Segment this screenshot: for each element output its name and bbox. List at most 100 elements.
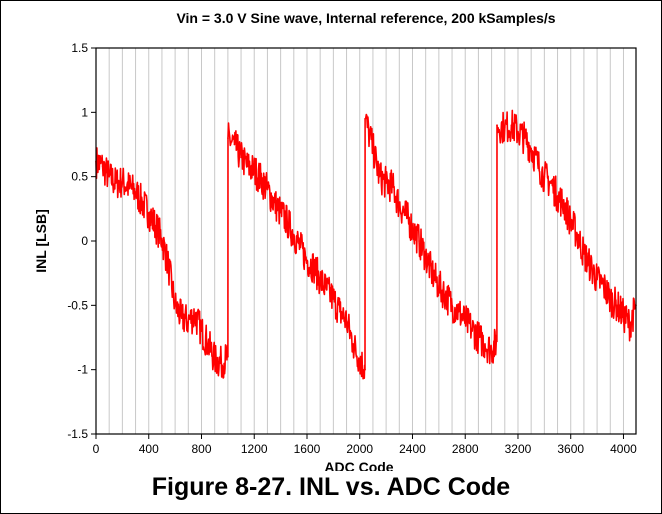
data-point xyxy=(398,204,401,206)
chart-title: Vin = 3.0 V Sine wave, Internal referenc… xyxy=(176,10,555,26)
grid-lines xyxy=(108,48,624,434)
data-point xyxy=(629,323,631,326)
data-point xyxy=(114,182,117,184)
x-tick-label: 0 xyxy=(93,442,100,456)
data-point xyxy=(378,175,381,178)
y-axis-label: INL [LSB] xyxy=(33,209,49,273)
data-point xyxy=(108,175,110,178)
data-point xyxy=(147,211,150,214)
x-tick-label: 400 xyxy=(139,442,159,456)
data-point xyxy=(134,191,137,193)
data-point xyxy=(154,224,157,227)
data-point xyxy=(484,343,486,345)
y-tick-label: 1 xyxy=(81,105,88,119)
data-point xyxy=(227,356,229,358)
y-tick-label: -1 xyxy=(77,363,88,377)
data-point xyxy=(405,214,407,217)
data-point xyxy=(299,246,302,249)
data-point xyxy=(194,314,196,317)
data-point xyxy=(391,186,394,188)
data-point xyxy=(220,362,223,365)
data-point xyxy=(563,204,565,206)
data-point xyxy=(616,304,618,307)
data-point xyxy=(266,188,269,191)
data-point xyxy=(583,253,585,255)
data-point xyxy=(273,201,275,204)
data-point xyxy=(364,117,366,120)
data-point xyxy=(187,319,190,322)
x-tick-label: 3200 xyxy=(505,442,532,456)
data-point xyxy=(510,124,513,126)
series-line xyxy=(95,109,637,380)
data-point xyxy=(339,310,341,313)
plot-area xyxy=(96,48,636,434)
data-point xyxy=(444,294,447,296)
y-tick-label: -1.5 xyxy=(67,427,88,441)
data-point xyxy=(451,304,453,307)
data-point xyxy=(121,181,124,183)
data-point xyxy=(128,186,130,188)
x-tick-label: 4000 xyxy=(610,442,637,456)
data-point xyxy=(503,126,506,129)
data-point xyxy=(246,165,249,168)
data-point xyxy=(385,182,387,184)
data-point xyxy=(464,319,467,322)
data-point xyxy=(332,298,335,300)
data-point xyxy=(438,285,440,287)
data-point xyxy=(517,130,519,133)
data-point xyxy=(180,317,183,320)
x-axis-ticks: 0 400 800 1200 1600 2000 2400 2800 3200 3600 4000 xyxy=(93,434,637,456)
inl-chart: Vin = 3.0 V Sine wave, Internal referenc… xyxy=(33,10,637,471)
x-tick-label: 3600 xyxy=(557,442,584,456)
data-point xyxy=(622,314,625,317)
data-point xyxy=(418,240,420,242)
data-point xyxy=(457,310,460,313)
y-tick-label: -0.5 xyxy=(67,298,88,312)
data-point xyxy=(141,201,143,204)
data-point xyxy=(319,278,321,281)
data-point xyxy=(364,368,366,371)
data-point xyxy=(345,319,348,322)
data-point xyxy=(477,336,480,339)
data-point xyxy=(556,195,559,197)
y-tick-label: 0.5 xyxy=(71,170,88,184)
data-point xyxy=(167,265,170,268)
data-point xyxy=(536,163,539,165)
data-point xyxy=(233,143,236,146)
data-point xyxy=(207,343,209,345)
data-point xyxy=(589,265,592,268)
data-point xyxy=(253,169,256,172)
data-point xyxy=(530,147,532,150)
data-point xyxy=(352,343,354,345)
data-point xyxy=(325,289,328,291)
y-axis-ticks: 1.5 1 0.5 0 -0.5 -1 -1.5 xyxy=(67,41,96,441)
data-point xyxy=(543,175,546,178)
data-point xyxy=(496,340,498,343)
data-point xyxy=(490,349,493,352)
y-tick-label: 1.5 xyxy=(71,41,88,55)
x-tick-label: 800 xyxy=(191,442,211,456)
data-point xyxy=(293,233,295,236)
data-point xyxy=(306,259,308,262)
x-tick-label: 2400 xyxy=(399,442,426,456)
x-tick-label: 2800 xyxy=(452,442,479,456)
data-point xyxy=(523,137,526,139)
x-axis-label: ADC Code xyxy=(324,459,393,471)
data-point xyxy=(372,147,374,150)
data-point xyxy=(213,358,216,361)
data-point xyxy=(240,156,242,159)
data-point xyxy=(550,182,552,184)
x-tick-label: 1600 xyxy=(294,442,321,456)
data-point xyxy=(174,304,176,307)
data-point xyxy=(602,285,605,287)
x-tick-label: 1200 xyxy=(241,442,268,456)
data-point xyxy=(431,272,434,274)
data-point xyxy=(358,358,361,361)
data-point xyxy=(260,178,262,181)
data-point xyxy=(227,137,229,139)
x-tick-label: 2000 xyxy=(346,442,373,456)
data-point xyxy=(424,255,427,258)
series-inl xyxy=(95,109,637,380)
data-point xyxy=(279,211,282,214)
